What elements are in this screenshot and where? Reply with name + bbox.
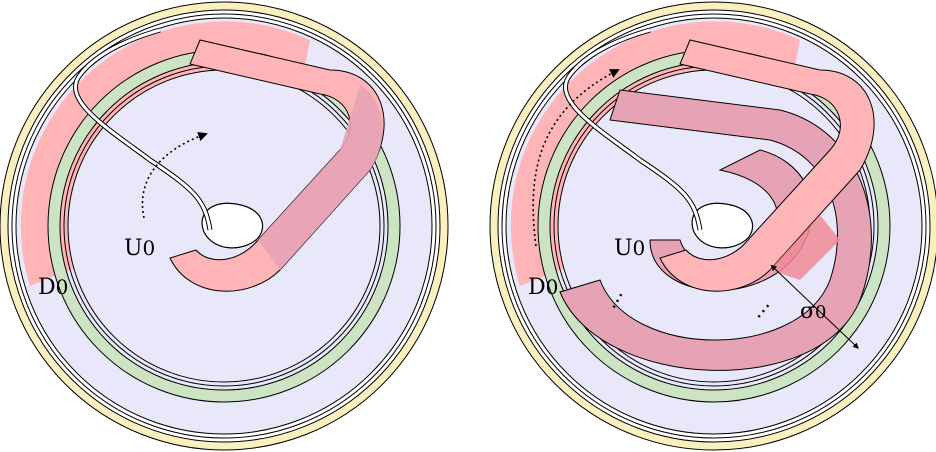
u0-label: U0 <box>614 236 645 261</box>
sigma-arrow <box>770 264 859 349</box>
d0-label: D0 <box>528 275 558 300</box>
overlap-patch <box>770 215 840 280</box>
u0-label: U0 <box>124 236 155 261</box>
center-hole <box>201 202 264 249</box>
spiral-core <box>659 39 875 292</box>
left-panel: U0 D0 <box>0 1 449 451</box>
u0-band-shade <box>258 85 383 270</box>
d0-band <box>20 21 310 287</box>
right-panel: U0 D0 σ0 ⋯ ⋯ <box>489 1 936 451</box>
d0-band <box>510 21 800 287</box>
center-hole <box>691 202 754 249</box>
d0-label: D0 <box>38 275 68 300</box>
sigma-label: σ0 <box>800 299 826 324</box>
spiral-outer <box>559 89 872 371</box>
